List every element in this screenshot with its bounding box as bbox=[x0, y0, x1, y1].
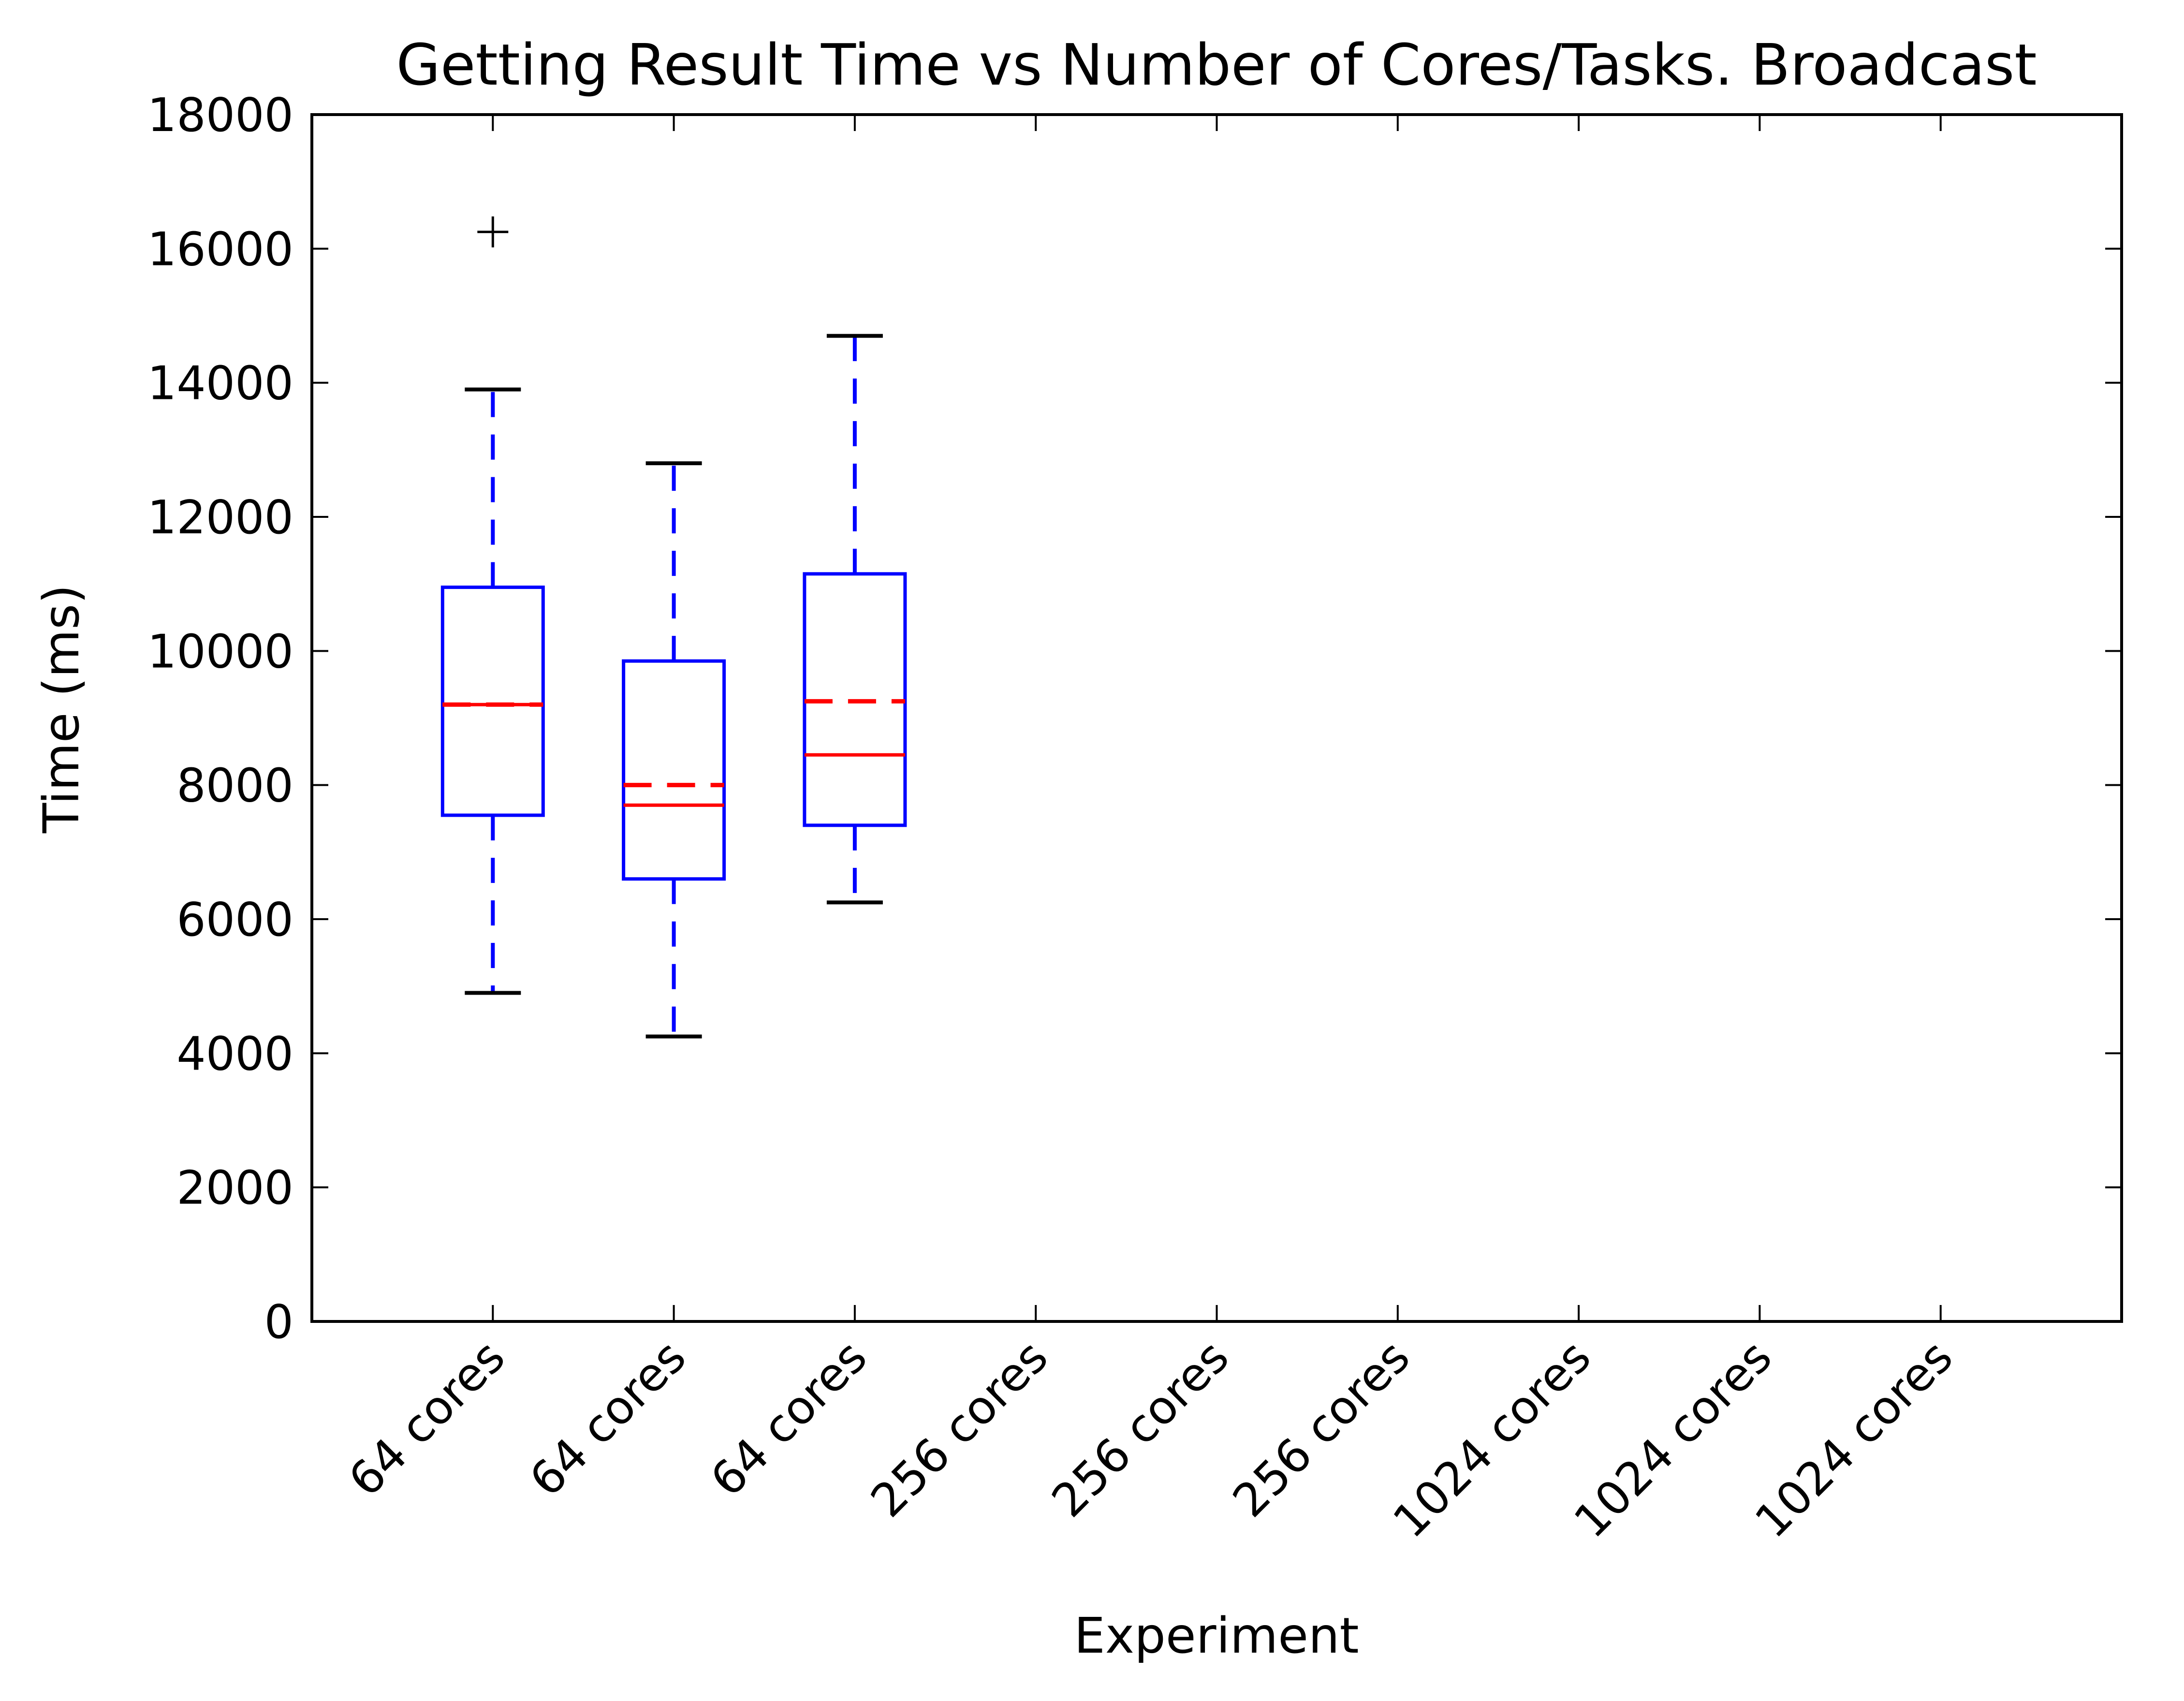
x-tick-label: 256 cores bbox=[1042, 1330, 1239, 1527]
chart-title: Getting Result Time vs Number of Cores/T… bbox=[396, 31, 2037, 98]
y-tick-label: 4000 bbox=[176, 1027, 293, 1081]
x-tick-label: 64 cores bbox=[338, 1330, 515, 1507]
plot-area: 0 2000 4000 6000 8000 10000 12000 14000 16000 180… bbox=[147, 89, 2123, 1548]
axes-frame bbox=[310, 113, 2123, 1323]
y-tick-label: 12000 bbox=[147, 491, 293, 544]
x-tick-label: 256 cores bbox=[861, 1330, 1058, 1527]
x-axis-label: Experiment bbox=[1074, 1607, 1359, 1665]
x-tick-label: 1024 cores bbox=[1383, 1330, 1601, 1548]
y-tick-label: 14000 bbox=[147, 357, 293, 411]
y-tick-label: 10000 bbox=[147, 625, 293, 678]
y-tick-label: 18000 bbox=[147, 89, 293, 142]
y-tick-label: 2000 bbox=[176, 1162, 293, 1215]
x-tick-label: 256 cores bbox=[1223, 1330, 1420, 1527]
x-tick-label: 1024 cores bbox=[1564, 1330, 1782, 1548]
box bbox=[440, 586, 545, 817]
box bbox=[622, 659, 726, 881]
y-tick-label: 16000 bbox=[147, 223, 293, 276]
y-tick-label: 0 bbox=[264, 1296, 293, 1349]
y-tick-label: 6000 bbox=[176, 894, 293, 947]
x-tick-label: 1024 cores bbox=[1745, 1330, 1963, 1548]
y-axis-label: Time (ms) bbox=[33, 585, 90, 834]
y-tick-label: 8000 bbox=[176, 760, 293, 813]
x-tick-label: 64 cores bbox=[701, 1330, 877, 1507]
x-tick-label: 64 cores bbox=[520, 1330, 696, 1507]
